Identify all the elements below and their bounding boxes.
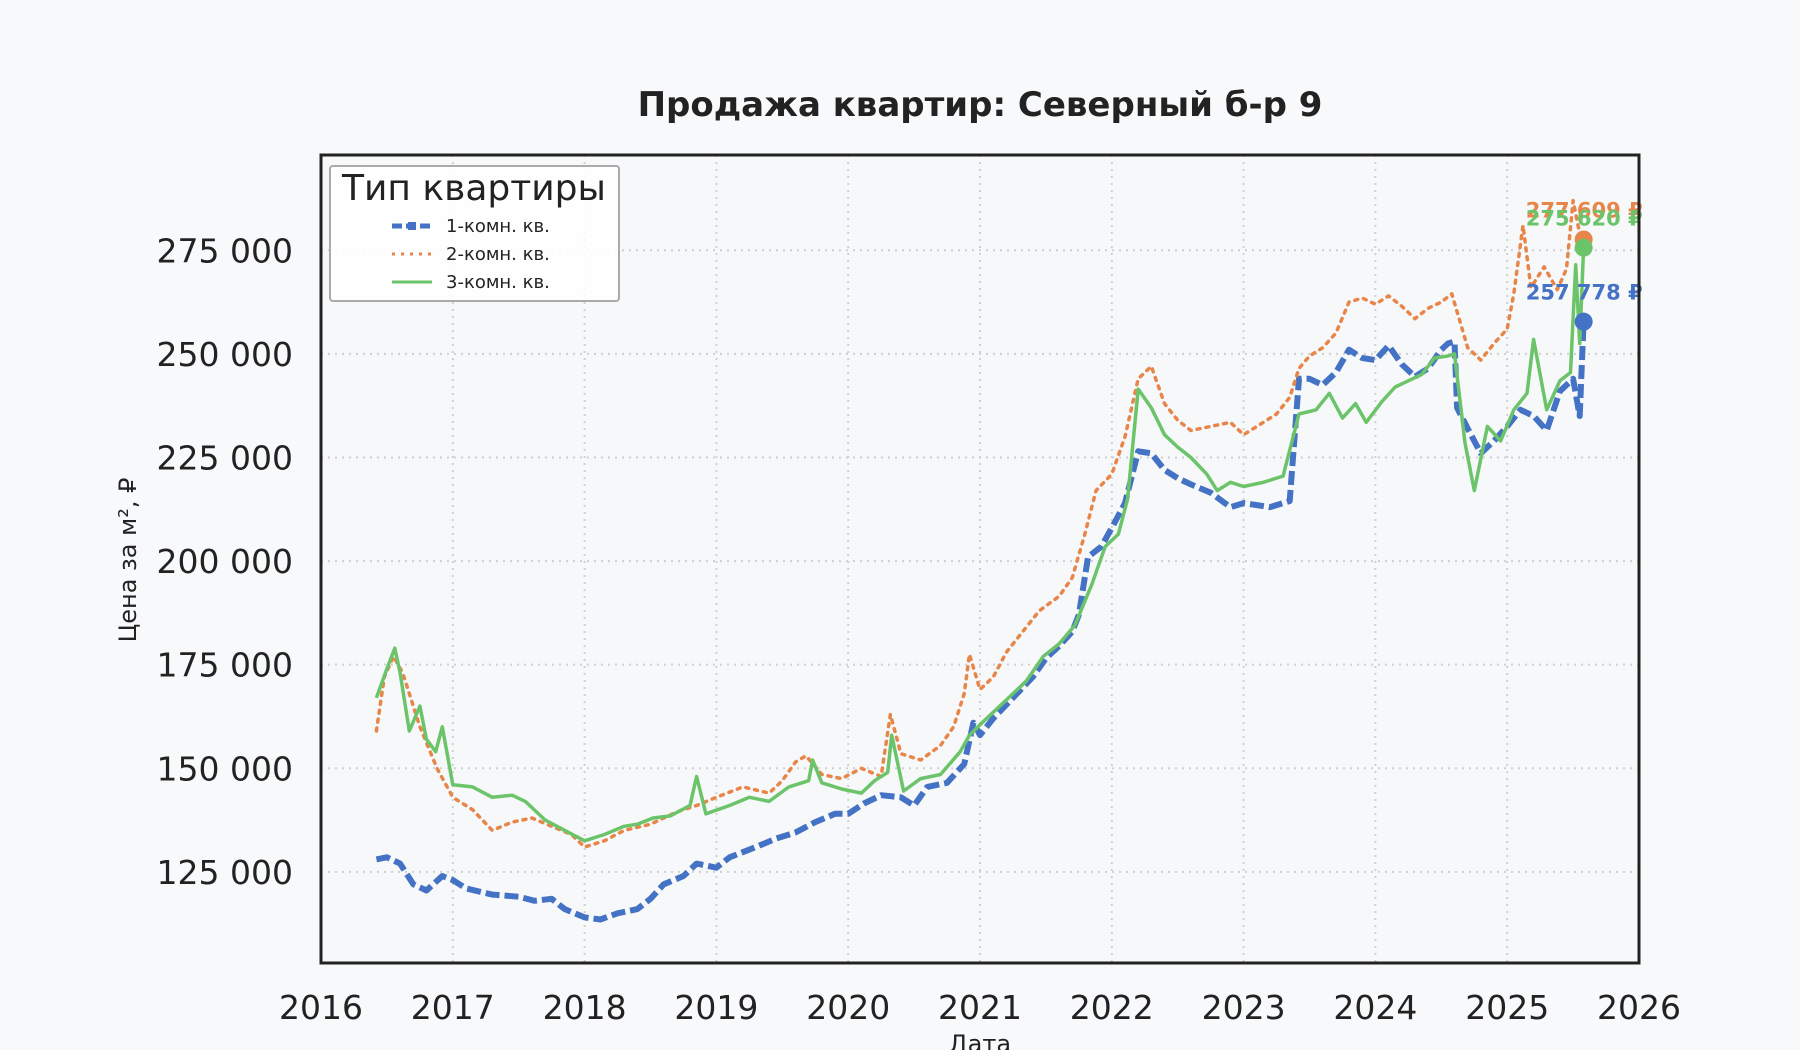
x-tick-label: 2018 — [543, 988, 627, 1027]
legend-marker-square — [408, 222, 416, 230]
end-markers: 257 778 ₽ 277 609 ₽275 620 ₽ — [1526, 198, 1643, 331]
end-value-label: 277 609 ₽ — [1526, 198, 1643, 222]
plot-frame — [319, 153, 1641, 965]
y-tick-label: 175 000 — [157, 646, 293, 685]
end-value-label: 257 778 ₽ — [1526, 281, 1643, 305]
end-value-label: 275 620 ₽ — [1526, 207, 1643, 231]
x-tick-label: 2024 — [1333, 988, 1417, 1027]
x-tick-label: 2021 — [938, 988, 1022, 1027]
legend-items: 1-комн. кв. 2-комн. кв. 3-комн. кв. — [392, 216, 550, 293]
end-point-marker — [1574, 312, 1593, 331]
legend-box — [329, 165, 620, 302]
x-tick-label: 2022 — [1070, 988, 1154, 1027]
x-tick-label: 2023 — [1202, 988, 1286, 1027]
legend-label: 3-комн. кв. — [446, 272, 550, 293]
end-point-marker — [1574, 238, 1593, 257]
x-tick-label: 2016 — [279, 988, 363, 1027]
legend-label: 1-комн. кв. — [446, 216, 550, 237]
y-tick-label: 225 000 — [157, 438, 293, 477]
grid — [321, 155, 1639, 963]
chart-title: Продажа квартир: Северный б-р 9 — [638, 85, 1323, 125]
series-layer — [374, 198, 1587, 923]
x-tick-label: 2019 — [674, 988, 758, 1027]
series-line-3 — [374, 247, 1586, 843]
y-tick-label: 150 000 — [157, 749, 293, 788]
y-axis-label: Цена за м², ₽ — [114, 478, 142, 643]
x-tick-label: 2025 — [1465, 988, 1549, 1027]
series-line-2 — [374, 198, 1586, 849]
y-tick-label: 200 000 — [157, 542, 293, 581]
y-tick-label: 250 000 — [157, 335, 293, 374]
x-axis-label: Дата — [949, 1030, 1011, 1050]
y-tick-label: 125 000 — [157, 853, 293, 892]
x-axis-ticks: 2016 2017 2018 2019 2020 2021 2022 2023 2024 2025… — [279, 988, 1681, 1027]
legend-title: Тип квартиры — [341, 168, 606, 209]
x-tick-label: 2017 — [411, 988, 495, 1027]
x-tick-label: 2026 — [1597, 988, 1681, 1027]
legend: Тип квартиры 1-комн. кв. 2-комн. кв. 3-ком… — [329, 165, 620, 302]
x-tick-label: 2020 — [806, 988, 890, 1027]
y-tick-label: 275 000 — [157, 231, 293, 270]
legend-label: 2-комн. кв. — [446, 244, 550, 265]
y-axis-ticks: 125 000 150 000 175 000 200 000 225 000 250 0… — [157, 231, 293, 892]
